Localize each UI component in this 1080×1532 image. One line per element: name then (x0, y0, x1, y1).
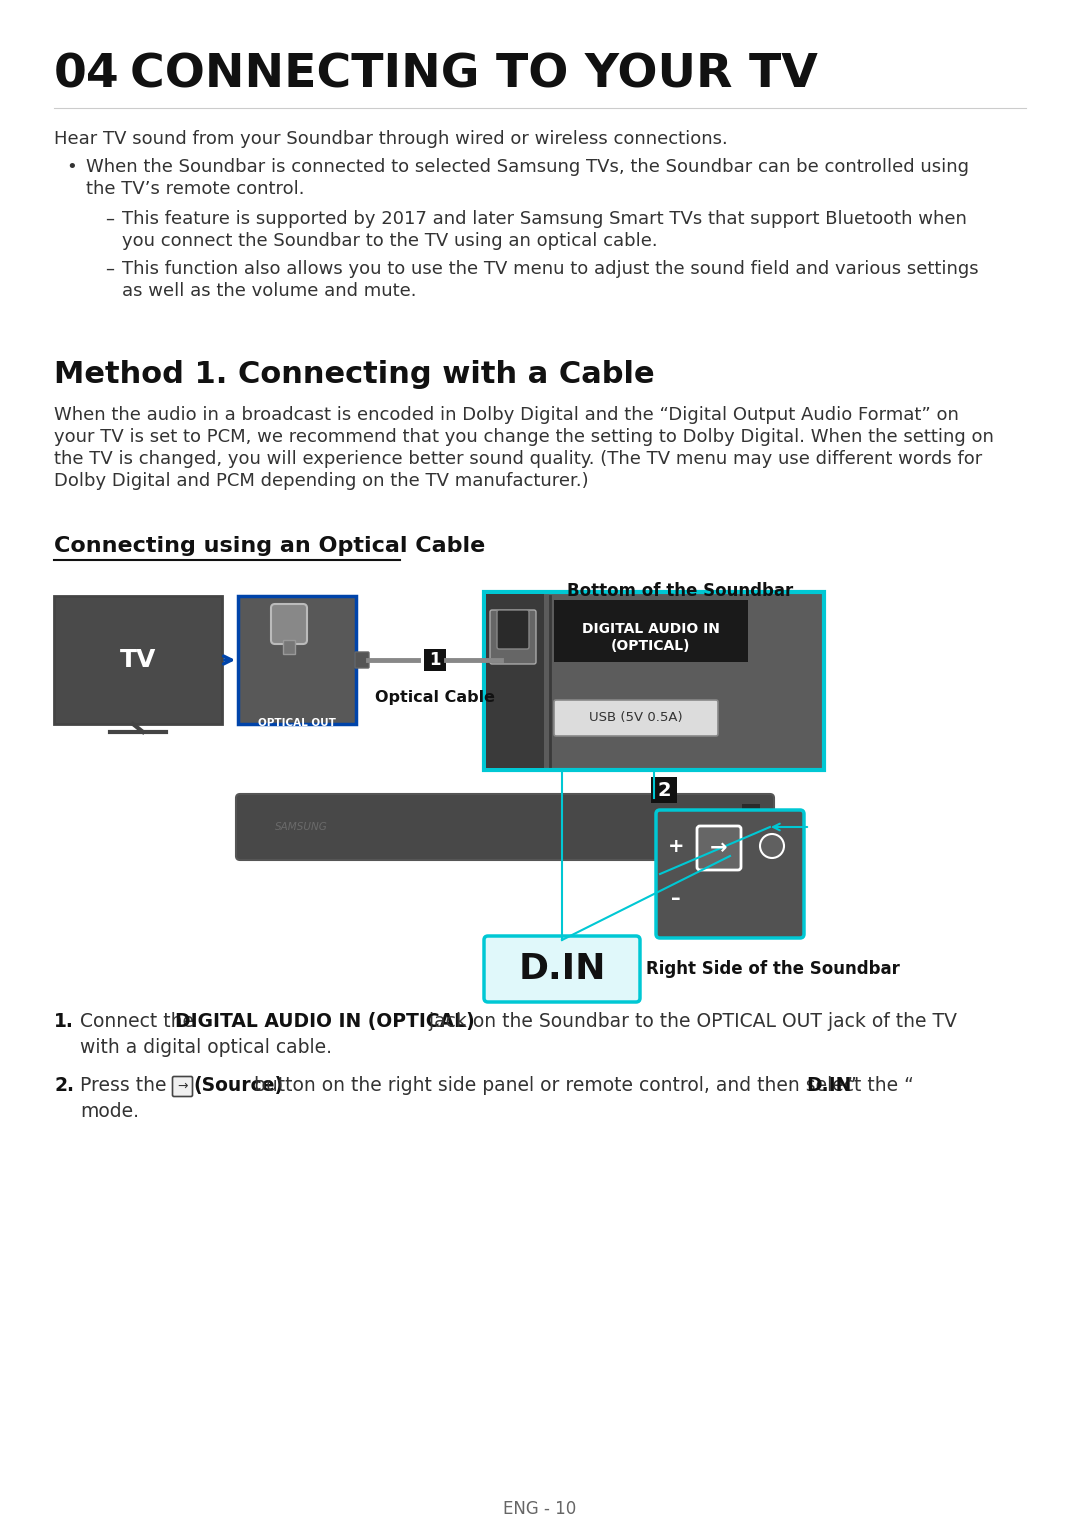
FancyBboxPatch shape (283, 640, 295, 654)
Text: OPTICAL OUT: OPTICAL OUT (258, 719, 336, 728)
Text: you connect the Soundbar to the TV using an optical cable.: you connect the Soundbar to the TV using… (122, 231, 658, 250)
FancyBboxPatch shape (697, 826, 741, 870)
Text: the TV’s remote control.: the TV’s remote control. (86, 179, 305, 198)
Text: 1: 1 (429, 651, 441, 669)
Text: DIGITAL AUDIO IN: DIGITAL AUDIO IN (582, 622, 720, 636)
Text: D.IN: D.IN (518, 951, 606, 987)
Text: 04: 04 (54, 52, 120, 97)
Text: Optical Cable: Optical Cable (375, 689, 495, 705)
Text: →: → (177, 1080, 188, 1092)
Text: USB (5V 0.5A): USB (5V 0.5A) (590, 711, 683, 725)
FancyBboxPatch shape (355, 653, 369, 668)
FancyBboxPatch shape (500, 653, 516, 668)
Text: →: → (711, 838, 728, 858)
FancyBboxPatch shape (554, 601, 748, 662)
Text: TV: TV (120, 648, 157, 673)
FancyBboxPatch shape (173, 1077, 192, 1097)
FancyBboxPatch shape (742, 804, 760, 849)
Text: Connect the: Connect the (80, 1013, 200, 1031)
Text: ENG - 10: ENG - 10 (503, 1500, 577, 1518)
Text: mode.: mode. (80, 1102, 139, 1121)
FancyBboxPatch shape (271, 604, 307, 643)
FancyBboxPatch shape (484, 936, 640, 1002)
FancyBboxPatch shape (554, 700, 718, 735)
FancyBboxPatch shape (237, 794, 774, 859)
Text: ”: ” (846, 1075, 855, 1095)
Text: –: – (105, 260, 114, 277)
Text: DIGITAL AUDIO IN (OPTICAL): DIGITAL AUDIO IN (OPTICAL) (175, 1013, 475, 1031)
FancyBboxPatch shape (54, 596, 222, 725)
Text: (Source): (Source) (193, 1075, 283, 1095)
Text: D.IN: D.IN (806, 1075, 851, 1095)
Text: Method 1. Connecting with a Cable: Method 1. Connecting with a Cable (54, 360, 654, 389)
FancyBboxPatch shape (490, 610, 536, 663)
Text: +: + (667, 836, 685, 855)
Text: 1.: 1. (54, 1013, 73, 1031)
Text: –: – (105, 210, 114, 228)
Text: button on the right side panel or remote control, and then select the “: button on the right side panel or remote… (248, 1075, 914, 1095)
FancyBboxPatch shape (656, 810, 804, 938)
FancyBboxPatch shape (497, 610, 529, 650)
Text: Dolby Digital and PCM depending on the TV manufacturer.): Dolby Digital and PCM depending on the T… (54, 472, 589, 490)
Text: 2: 2 (658, 780, 671, 800)
Text: This function also allows you to use the TV menu to adjust the sound field and v: This function also allows you to use the… (122, 260, 978, 277)
Text: Bottom of the Soundbar: Bottom of the Soundbar (567, 582, 793, 601)
Text: Right Side of the Soundbar: Right Side of the Soundbar (646, 961, 900, 977)
Text: CONNECTING TO YOUR TV: CONNECTING TO YOUR TV (130, 52, 818, 97)
Text: When the audio in a broadcast is encoded in Dolby Digital and the “Digital Outpu: When the audio in a broadcast is encoded… (54, 406, 959, 424)
Text: the TV is changed, you will experience better sound quality. (The TV menu may us: the TV is changed, you will experience b… (54, 450, 982, 467)
Circle shape (760, 833, 784, 858)
FancyBboxPatch shape (651, 777, 677, 803)
Text: When the Soundbar is connected to selected Samsung TVs, the Soundbar can be cont: When the Soundbar is connected to select… (86, 158, 969, 176)
Text: jack on the Soundbar to the OPTICAL OUT jack of the TV: jack on the Soundbar to the OPTICAL OUT … (423, 1013, 957, 1031)
Text: your TV is set to PCM, we recommend that you change the setting to Dolby Digital: your TV is set to PCM, we recommend that… (54, 427, 994, 446)
Text: –: – (671, 890, 680, 908)
Text: SAMSUNG: SAMSUNG (275, 823, 327, 832)
FancyBboxPatch shape (484, 591, 824, 771)
Text: as well as the volume and mute.: as well as the volume and mute. (122, 282, 417, 300)
Text: Press the: Press the (80, 1075, 173, 1095)
FancyBboxPatch shape (424, 650, 446, 671)
Text: with a digital optical cable.: with a digital optical cable. (80, 1039, 332, 1057)
Text: Hear TV sound from your Soundbar through wired or wireless connections.: Hear TV sound from your Soundbar through… (54, 130, 728, 149)
Text: 2.: 2. (54, 1075, 75, 1095)
FancyBboxPatch shape (238, 596, 356, 725)
Text: (OPTICAL): (OPTICAL) (611, 639, 691, 653)
Text: •: • (66, 158, 77, 176)
Text: Connecting using an Optical Cable: Connecting using an Optical Cable (54, 536, 485, 556)
Text: This feature is supported by 2017 and later Samsung Smart TVs that support Bluet: This feature is supported by 2017 and la… (122, 210, 967, 228)
FancyBboxPatch shape (486, 594, 544, 768)
